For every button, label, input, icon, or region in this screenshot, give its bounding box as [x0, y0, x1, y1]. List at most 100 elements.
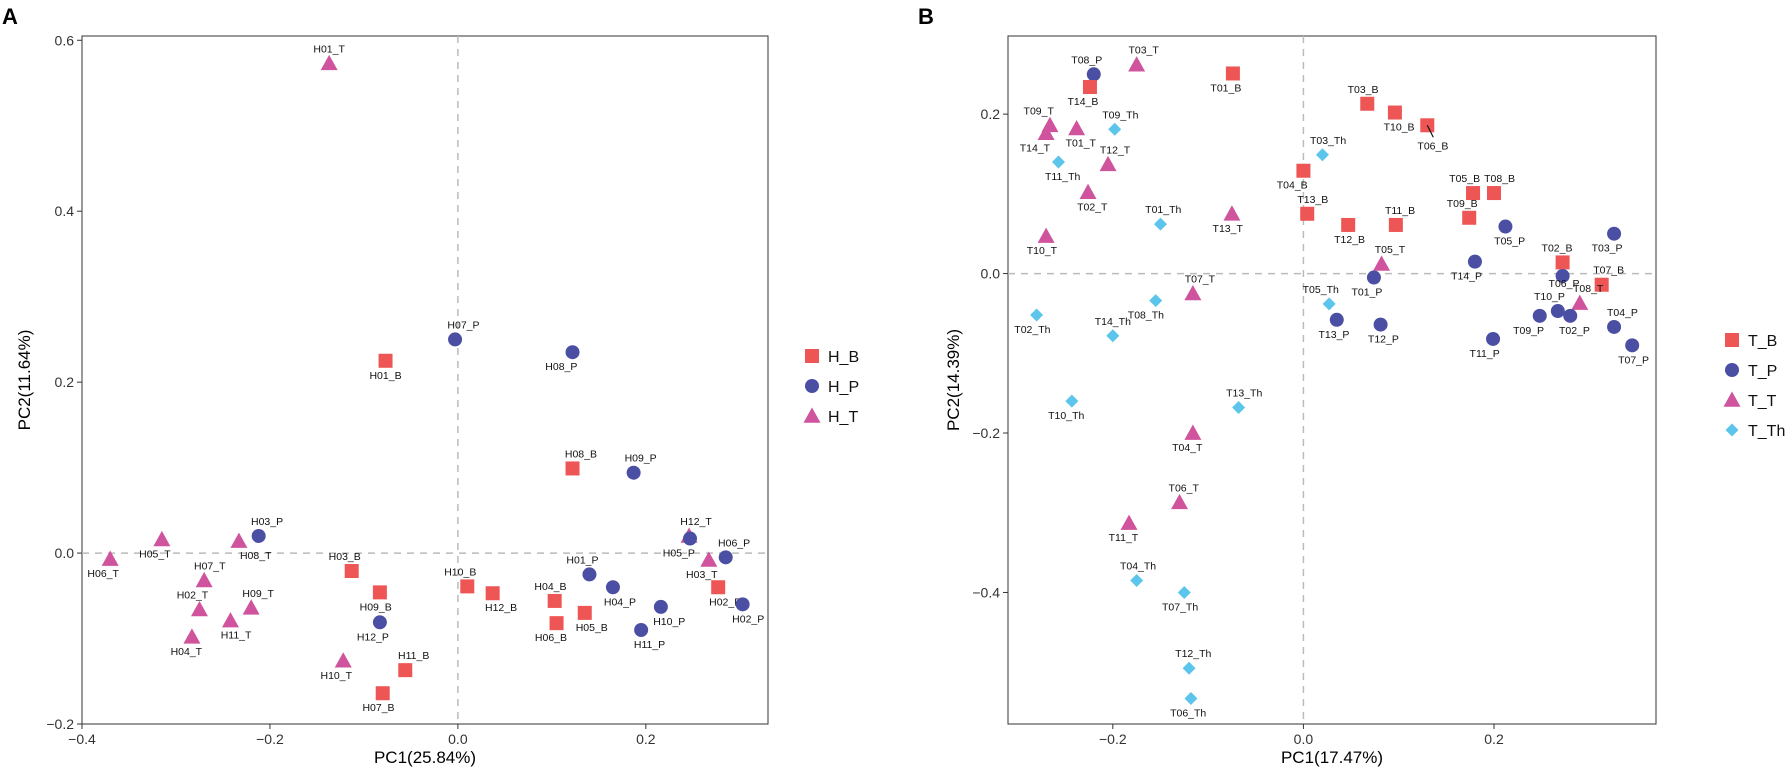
point-label-t05-p: T05_P	[1494, 236, 1525, 248]
point-label-h01-t: H01_T	[313, 43, 345, 55]
point-t13-p	[1329, 312, 1344, 327]
point-label-h11-p: H11_P	[634, 639, 665, 651]
point-h05-b	[577, 605, 592, 620]
point-label-h10-b: H10_B	[444, 566, 476, 578]
label-leader-line	[1426, 125, 1434, 138]
point-label-t06-t: T06_T	[1169, 482, 1200, 494]
point-label-t12-t: T12_T	[1100, 144, 1131, 156]
point-h06-t	[101, 550, 119, 566]
point-t04-t	[1184, 424, 1202, 440]
point-h06-b	[549, 616, 564, 631]
point-label-h04-b: H04_B	[534, 581, 566, 593]
point-t02-p	[1563, 308, 1578, 323]
point-t08-t	[1571, 294, 1589, 310]
point-t05-th	[1322, 297, 1336, 311]
point-t09-p	[1532, 308, 1547, 323]
point-label-t05-th: T05_Th	[1303, 284, 1339, 296]
point-label-t14-t: T14_T	[1020, 142, 1051, 154]
panel-b-legend-key-t-th	[1725, 423, 1739, 437]
point-t14-th	[1106, 329, 1120, 343]
point-label-t07-b: T07_B	[1593, 265, 1624, 277]
panel-b-ytick-label: −0.2	[972, 425, 1000, 441]
point-label-t12-b: T12_B	[1334, 234, 1365, 246]
point-t04-b	[1296, 163, 1311, 178]
point-label-h01-p: H01_P	[566, 554, 598, 566]
panel-a-plot-area	[81, 35, 769, 725]
panel-b-legend-key-t-t	[1723, 391, 1741, 407]
panel-a-ytick-label: 0.2	[55, 374, 75, 390]
point-h01-b	[378, 353, 393, 368]
point-h02-b	[711, 580, 726, 595]
point-h09-t	[242, 599, 260, 615]
point-label-t05-t: T05_T	[1375, 244, 1406, 256]
point-label-t02-b: T02_B	[1542, 242, 1573, 254]
point-label-h03-b: H03_B	[329, 551, 361, 563]
point-h12-b	[485, 586, 500, 601]
point-h09-p	[626, 465, 641, 480]
panel-a-axis-ticks: −0.4 −0.2 0.0 0.2−0.20.00.20.40.6	[46, 32, 655, 747]
point-label-t12-th: T12_Th	[1175, 648, 1211, 660]
point-t14-p	[1467, 254, 1482, 269]
point-h02-p	[735, 597, 750, 612]
point-t01-th	[1153, 217, 1167, 231]
point-h07-p	[448, 332, 463, 347]
point-label-t10-p: T10_P	[1534, 291, 1565, 303]
point-label-t10-th: T10_Th	[1048, 410, 1084, 422]
point-h07-b	[375, 686, 390, 701]
point-label-t03-b: T03_B	[1348, 84, 1379, 96]
point-h11-b	[398, 663, 413, 678]
panel-b-axis-ticks: −0.2 0.0 0.2 −0.4 −0.2 0.0 0.2	[972, 106, 1504, 747]
point-label-t08-th: T08_Th	[1128, 310, 1164, 322]
point-t05-p	[1498, 219, 1513, 234]
point-label-h01-b: H01_B	[369, 370, 401, 382]
panel-b-xtick-label: −0.2	[1099, 731, 1127, 747]
panel-b-reference-lines	[1008, 36, 1656, 724]
point-label-t01-b: T01_B	[1210, 82, 1241, 94]
point-label-t05-b: T05_B	[1449, 173, 1480, 185]
point-label-h08-b: H08_B	[565, 448, 597, 460]
point-label-t06-b: T06_B	[1417, 141, 1448, 153]
panel-a-label: A	[2, 4, 18, 29]
point-label-h10-p: H10_P	[653, 616, 685, 628]
point-label-t06-th: T06_Th	[1170, 707, 1206, 719]
panel-a-xtick-label: 0.0	[448, 731, 468, 747]
point-t09-b	[1462, 210, 1477, 225]
point-label-h05-p: H05_P	[663, 548, 695, 560]
point-t11-b	[1388, 217, 1403, 232]
point-h06-p	[718, 550, 733, 565]
point-t14-b	[1082, 80, 1097, 95]
point-label-t09-t: T09_T	[1024, 105, 1055, 117]
panel-b-legend-key-t-b	[1725, 333, 1739, 347]
panel-a-legend-label: H_B	[828, 349, 859, 366]
point-label-h12-b: H12_B	[485, 602, 517, 614]
point-t07-th	[1177, 585, 1191, 599]
point-t11-th	[1052, 155, 1066, 169]
point-t12-th	[1182, 661, 1196, 675]
point-t10-b	[1387, 105, 1402, 120]
panel-b-legend: T_B T_P T_T T_Th	[1723, 333, 1785, 440]
point-t10-th	[1065, 394, 1079, 408]
point-label-h02-t: H02_T	[177, 589, 209, 601]
panel-b-label: B	[918, 4, 934, 29]
point-t01-p	[1366, 270, 1381, 285]
point-label-t11-t: T11_T	[1109, 532, 1139, 544]
panel-a-points: H01_T H07_P H01_B H08_P H08_B H09_P H03_P H08_T…	[87, 43, 764, 714]
point-label-t14-b: T14_B	[1067, 96, 1098, 108]
point-label-h06-b: H06_B	[535, 632, 567, 644]
panel-a-legend-label: H_T	[828, 409, 858, 426]
panel-a-legend-key-h-p	[805, 379, 819, 393]
panel-b-xlabel: PC1(17.47%)	[1281, 748, 1383, 767]
point-label-t13-t: T13_T	[1213, 223, 1244, 235]
point-label-t06-p: T06_P	[1549, 278, 1580, 290]
point-t10-p	[1550, 304, 1565, 319]
point-label-h07-t: H07_T	[194, 560, 226, 572]
panel-b-legend-label: T_T	[1748, 393, 1777, 410]
panel-a-legend-key-h-t	[803, 407, 821, 423]
point-label-t03-th: T03_Th	[1310, 135, 1346, 147]
point-label-t11-th: T11_Th	[1045, 171, 1081, 183]
point-label-t13-p: T13_P	[1318, 329, 1349, 341]
panel-a-ytick-label: 0.6	[55, 32, 75, 48]
point-t07-b	[1594, 277, 1609, 292]
point-t08-b	[1487, 186, 1501, 201]
point-t06-t	[1171, 493, 1189, 510]
